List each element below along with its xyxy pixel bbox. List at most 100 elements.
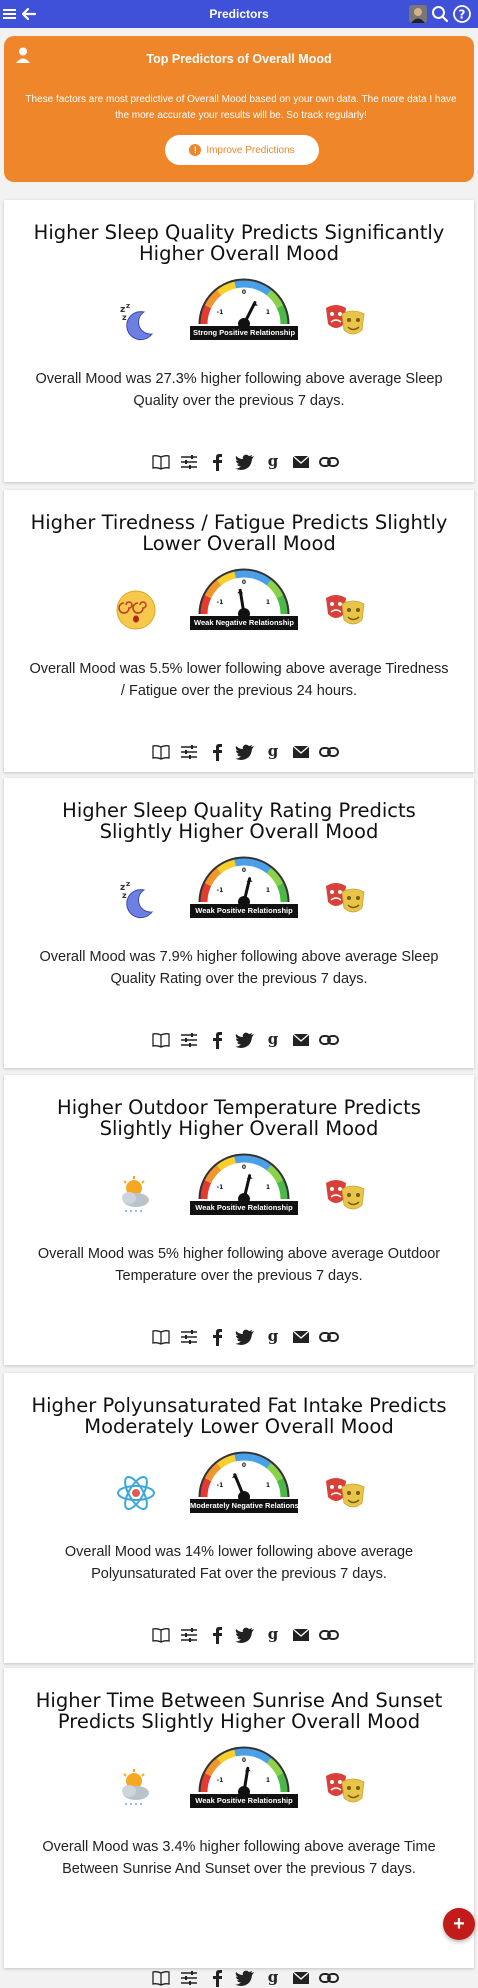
google-icon[interactable]: g: [262, 1327, 284, 1347]
atom-icon: [114, 1471, 158, 1515]
gauge-label: Weak Positive Relationship: [190, 904, 298, 918]
relationship-gauge: 0 -1 1 Weak Negative Relationship: [190, 568, 298, 636]
email-icon[interactable]: [290, 1327, 312, 1347]
facebook-icon[interactable]: [206, 742, 228, 762]
relationship-gauge: 0 -1 1 Weak Positive Relationship: [190, 856, 298, 924]
back-arrow-icon[interactable]: [19, 4, 39, 24]
gauge-tick-zero: 0: [242, 579, 246, 586]
masks-icon: [322, 300, 368, 344]
book-icon[interactable]: [150, 1968, 172, 1988]
card-title[interactable]: Higher Sleep Quality Predicts Significan…: [33, 221, 445, 265]
card-description: Overall Mood was 14% lower following abo…: [64, 1544, 414, 1582]
masks-icon: [322, 590, 368, 634]
sliders-icon[interactable]: [178, 742, 200, 762]
share-bar: g: [150, 452, 340, 472]
card-description: Overall Mood was 27.3% higher following …: [35, 371, 443, 409]
card-description: Overall Mood was 3.4% higher following a…: [42, 1839, 436, 1877]
predictor-card: Higher Polyunsaturated Fat Intake Predic…: [4, 1373, 474, 1663]
top-bar: Predictors ?: [0, 0, 478, 28]
sliders-icon[interactable]: [178, 1327, 200, 1347]
gauge-tick-zero: 0: [242, 1164, 246, 1171]
weather-icon: [114, 1766, 158, 1810]
google-icon[interactable]: g: [262, 742, 284, 762]
share-bar: g: [150, 1625, 340, 1645]
email-icon[interactable]: [290, 742, 312, 762]
google-icon[interactable]: g: [262, 1625, 284, 1645]
banner-title: Top Predictors of Overall Mood: [146, 52, 332, 66]
email-icon[interactable]: [290, 1625, 312, 1645]
card-title[interactable]: Higher Time Between Sunrise And Sunset P…: [35, 1689, 443, 1733]
google-icon[interactable]: g: [262, 1030, 284, 1050]
card-description: Overall Mood was 5% higher following abo…: [37, 1246, 441, 1284]
gauge-tick-zero: 0: [242, 1757, 246, 1764]
masks-icon: [322, 878, 368, 922]
link-icon[interactable]: [318, 742, 340, 762]
book-icon[interactable]: [150, 452, 172, 472]
twitter-icon[interactable]: [234, 1968, 256, 1988]
email-icon[interactable]: [290, 1968, 312, 1988]
masks-icon: [322, 1473, 368, 1517]
card-title[interactable]: Higher Tiredness / Fatigue Predicts Slig…: [30, 511, 448, 555]
predictor-card: Higher Sleep Quality Rating Predicts Sli…: [4, 778, 474, 1068]
book-icon[interactable]: [150, 1327, 172, 1347]
twitter-icon[interactable]: [234, 742, 256, 762]
page-title: Predictors: [209, 7, 269, 21]
svg-text:?: ?: [459, 8, 466, 22]
gauge-tick-pos: 1: [266, 1777, 270, 1784]
card-title[interactable]: Higher Polyunsaturated Fat Intake Predic…: [31, 1394, 447, 1438]
masks-icon: [322, 1175, 368, 1219]
predictor-card: Higher Tiredness / Fatigue Predicts Slig…: [4, 490, 474, 772]
google-icon[interactable]: g: [262, 452, 284, 472]
svg-text:z: z: [126, 880, 130, 888]
relationship-gauge: 0 -1 1 Strong Positive Relationship: [190, 278, 298, 346]
search-icon[interactable]: [430, 4, 450, 24]
link-icon[interactable]: [318, 1030, 340, 1050]
relationship-gauge: 0 -1 1 Weak Positive Relationship: [190, 1153, 298, 1221]
avatar[interactable]: [408, 4, 428, 24]
twitter-icon[interactable]: [234, 452, 256, 472]
gauge-tick-neg: -1: [217, 1184, 224, 1191]
improve-predictions-button[interactable]: ! Improve Predictions: [165, 135, 319, 165]
facebook-icon[interactable]: [206, 1625, 228, 1645]
facebook-icon[interactable]: [206, 1968, 228, 1988]
svg-text:z: z: [120, 305, 125, 315]
card-title[interactable]: Higher Sleep Quality Rating Predicts Sli…: [62, 799, 416, 843]
gauge-tick-neg: -1: [217, 1482, 224, 1489]
facebook-icon[interactable]: [206, 1327, 228, 1347]
book-icon[interactable]: [150, 742, 172, 762]
relationship-gauge: 0 -1 1 Weak Positive Relationship: [190, 1746, 298, 1814]
link-icon[interactable]: [318, 452, 340, 472]
help-icon[interactable]: ?: [452, 4, 472, 24]
sliders-icon[interactable]: [178, 452, 200, 472]
add-button[interactable]: +: [443, 1908, 475, 1940]
card-description: Overall Mood was 7.9% higher following a…: [39, 949, 439, 987]
gauge-label: Weak Positive Relationship: [190, 1201, 298, 1215]
masks-icon: [322, 1768, 368, 1812]
relationship-gauge: 0 -1 1 Moderately Negative Relationship: [190, 1451, 310, 1519]
card-title[interactable]: Higher Outdoor Temperature Predicts Slig…: [57, 1096, 421, 1140]
link-icon[interactable]: [318, 1625, 340, 1645]
svg-text:g: g: [268, 1328, 279, 1345]
email-icon[interactable]: [290, 1030, 312, 1050]
sliders-icon[interactable]: [178, 1968, 200, 1988]
sliders-icon[interactable]: [178, 1625, 200, 1645]
sliders-icon[interactable]: [178, 1030, 200, 1050]
predictor-card: Higher Time Between Sunrise And Sunset P…: [4, 1668, 474, 1987]
twitter-icon[interactable]: [234, 1030, 256, 1050]
book-icon[interactable]: [150, 1030, 172, 1050]
google-icon[interactable]: g: [262, 1968, 284, 1988]
book-icon[interactable]: [150, 1625, 172, 1645]
email-icon[interactable]: [290, 452, 312, 472]
menu-icon[interactable]: [2, 4, 22, 24]
share-bar: g: [150, 1968, 340, 1988]
improve-predictions-label: Improve Predictions: [206, 144, 295, 156]
link-icon[interactable]: [318, 1968, 340, 1988]
facebook-icon[interactable]: [206, 1030, 228, 1050]
facebook-icon[interactable]: [206, 452, 228, 472]
svg-text:g: g: [268, 743, 279, 760]
link-icon[interactable]: [318, 1327, 340, 1347]
twitter-icon[interactable]: [234, 1625, 256, 1645]
twitter-icon[interactable]: [234, 1327, 256, 1347]
